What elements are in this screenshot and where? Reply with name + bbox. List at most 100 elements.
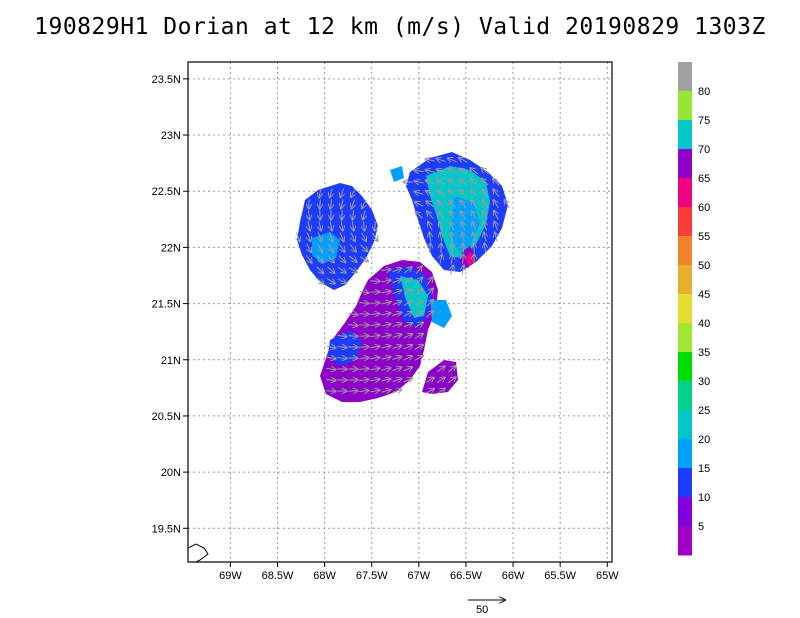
wind-vector: [381, 335, 390, 337]
wind-vector: [370, 368, 379, 370]
wind-vector: [450, 222, 454, 231]
colorbar-label: 5: [698, 521, 704, 533]
colorbar-label: 30: [698, 376, 710, 388]
wind-vector: [381, 390, 390, 392]
wind-vector: [348, 268, 357, 273]
colorbar-swatch: [678, 381, 692, 411]
latitude-axis: 19.5N 20N 20.5N 21N 21.5N 22N 22.5N 23N 23.5N: [152, 74, 188, 535]
wind-vector: [415, 266, 422, 275]
wind-vector: [494, 200, 499, 209]
wind-vector: [495, 232, 497, 242]
wind-vector: [326, 391, 335, 392]
wind-vector: [425, 378, 434, 383]
wind-vector: [426, 180, 435, 183]
wind-vector: [348, 336, 357, 337]
colorbar-swatch: [678, 439, 692, 469]
wind-vector: [403, 356, 413, 360]
colorbar-swatch: [678, 323, 692, 353]
wind-vector: [471, 200, 478, 209]
wind-vector: [326, 277, 335, 283]
wind-vector: [337, 335, 346, 336]
wind-vector: [403, 290, 412, 295]
wind-vector: [352, 221, 353, 230]
wind-vector: [403, 278, 412, 285]
wind-vector: [370, 390, 379, 392]
wind-vector: [316, 277, 323, 284]
wind-vector: [472, 211, 476, 220]
wind-vector: [437, 159, 446, 162]
wind-vector: [364, 221, 365, 230]
lat-tick-label: 21N: [161, 355, 181, 367]
wind-vector: [337, 369, 346, 370]
wind-vector: [340, 188, 343, 198]
wind-vector: [337, 358, 346, 359]
wind-vector: [363, 210, 365, 219]
wind-vector: [414, 300, 422, 307]
wind-vector: [403, 345, 413, 349]
wind-vector: [330, 199, 331, 208]
wind-vector: [414, 322, 423, 328]
wind-vector: [437, 190, 446, 197]
wind-vector: [360, 244, 368, 251]
wind-vector: [481, 168, 489, 175]
wind-vector: [426, 300, 434, 307]
wind-vector: [392, 290, 402, 293]
wind-vector: [320, 210, 321, 219]
wind-vector: [463, 243, 464, 253]
colorbar-swatch: [678, 149, 692, 179]
wind-vector: [338, 255, 346, 263]
wind-vector: [308, 221, 310, 230]
wind-vector: [352, 210, 353, 219]
wind-vector: [448, 169, 457, 173]
wind-vector: [414, 356, 423, 361]
wind-vector: [449, 211, 455, 220]
colorbar-swatch: [678, 62, 692, 92]
wind-vector: [451, 254, 452, 264]
wind-vector: [426, 288, 433, 296]
colorbar-label: 10: [698, 492, 710, 504]
colorbar-label: 20: [698, 434, 710, 446]
wind-vector: [392, 390, 402, 393]
wind-vector: [381, 291, 390, 293]
wind-vector: [451, 232, 453, 242]
wind-vector: [362, 232, 366, 241]
wind-vector: [426, 201, 435, 208]
wind-vector: [470, 168, 479, 175]
page-title: 190829H1 Dorian at 12 km (m/s) Valid 201…: [34, 14, 766, 40]
wind-speed-field: [297, 152, 508, 402]
colorbar-swatch: [678, 352, 692, 382]
wind-vector: [392, 312, 402, 315]
wind-vector: [403, 367, 413, 371]
wind-vector: [473, 232, 475, 242]
colorbar-swatch: [678, 497, 692, 527]
wind-vector: [381, 313, 390, 315]
wind-vector: [318, 232, 321, 242]
wind-vector: [392, 345, 402, 348]
wind-vector: [338, 243, 344, 252]
wind-vector: [307, 243, 311, 252]
wind-vector: [426, 277, 432, 286]
wind-vector: [437, 169, 446, 173]
wind-vector: [307, 232, 310, 242]
wind-vector: [392, 378, 402, 381]
wind-region-core-cyan: [400, 276, 428, 318]
wind-vector: [448, 179, 457, 186]
wind-vector: [471, 190, 478, 197]
wind-vector: [351, 199, 354, 209]
colorbar-label: 75: [698, 115, 710, 127]
coastline: [188, 543, 209, 562]
wind-vector: [296, 232, 299, 242]
wind-vector: [415, 192, 424, 195]
wind-vector: [429, 232, 431, 242]
wind-vector: [392, 334, 402, 337]
vector-key: 50: [468, 600, 505, 616]
wind-vector: [429, 243, 430, 253]
wind-vector: [359, 390, 368, 391]
colorbar-swatch: [678, 265, 692, 295]
wind-vector: [460, 200, 467, 209]
wind-vector: [392, 279, 402, 283]
wind-vector: [381, 368, 390, 370]
wind-vector: [415, 202, 424, 206]
wind-vector: [348, 313, 357, 314]
wind-vector: [327, 255, 334, 262]
